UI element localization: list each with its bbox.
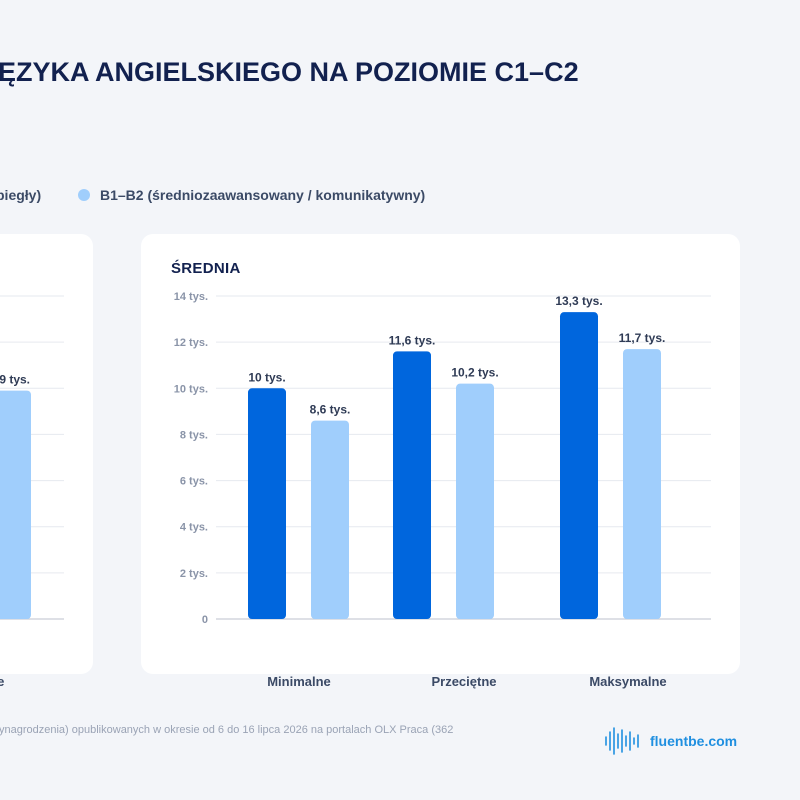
y-tick-label: 10 tys.: [174, 383, 208, 395]
category-label-przecietne: Przeciętne: [431, 674, 497, 689]
y-tick-label: 4 tys.: [180, 522, 208, 534]
data-label: 10,2 tys.: [451, 366, 498, 380]
legend-item-c1c2: biegły): [0, 187, 41, 203]
data-label: 10 tys.: [248, 370, 285, 384]
chart-title: ŚREDNIA: [171, 260, 241, 277]
sound-wave-icon: [605, 727, 639, 755]
brand[interactable]: fluentbe.com: [604, 726, 737, 756]
data-label: 8,6 tys.: [310, 403, 351, 417]
footnote: ynagrodzenia) opublikowanych w okresie o…: [0, 724, 454, 736]
data-label: 11,6 tys.: [389, 333, 436, 347]
data-label: 11,7 tys.: [619, 331, 666, 345]
category-label-maksymalne: Maksymalne: [589, 674, 667, 689]
page-title: ĘZYKA ANGIELSKIEGO NA POZIOMIE C1–C2: [0, 57, 579, 87]
y-tick-label: 8 tys.: [180, 429, 208, 441]
bar: [623, 349, 661, 619]
legend: biegły) B1–B2 (średniozaawansowany / kom…: [0, 187, 800, 207]
legend-label-c1c2: biegły): [0, 187, 42, 203]
data-label: 13,3 tys.: [555, 294, 602, 308]
bar: [393, 351, 431, 619]
bar: [560, 312, 598, 619]
y-tick-label: 6 tys.: [180, 476, 208, 488]
bar: [456, 383, 494, 619]
legend-label-b1b2: B1–B2 (średniozaawansowany / komunikatyw…: [100, 187, 426, 203]
y-tick-label: 14 tys.: [174, 291, 208, 303]
bar: [311, 420, 349, 619]
data-label: ,9 tys.: [0, 373, 30, 387]
brand-name: fluentbe.com: [650, 733, 738, 749]
legend-dot-b1b2: [78, 189, 90, 201]
bar: [0, 390, 31, 619]
bar: [248, 388, 286, 619]
category-label-left: lne: [0, 674, 5, 689]
y-tick-label: 2 tys.: [180, 568, 208, 580]
y-tick-label: 12 tys.: [174, 337, 208, 349]
category-label-minimalne: Minimalne: [267, 674, 331, 689]
legend-item-b1b2: B1–B2 (średniozaawansowany / komunikatyw…: [78, 187, 425, 203]
y-tick-label: 0: [202, 614, 208, 626]
